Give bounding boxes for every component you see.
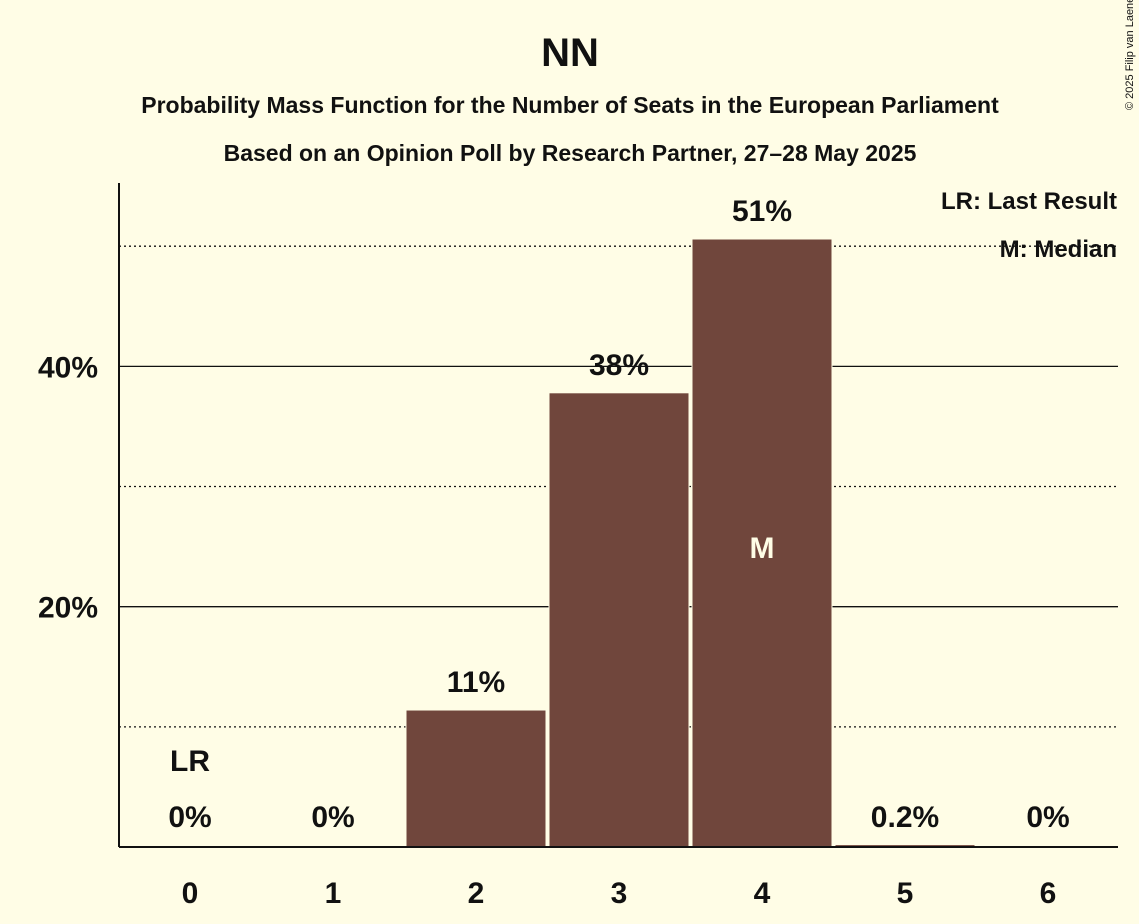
bar-seats-2 [405,709,547,848]
value-label-6: 0% [1026,801,1069,834]
copyright-note: © 2025 Filip van Laenen [1124,0,1136,110]
value-label-5: 0.2% [871,801,939,834]
bar-seats-3 [548,392,690,848]
value-label-1: 0% [311,801,354,834]
chart-subtitle: Probability Mass Function for the Number… [141,92,999,118]
x-tick-label-5: 5 [897,877,914,910]
x-tick-label-3: 3 [611,877,628,910]
x-tick-label-0: 0 [182,877,199,910]
median-marker: M [750,532,775,565]
gridlines: 20% 40% [38,245,1118,728]
value-label-3: 38% [589,349,649,382]
last-result-marker: LR [170,745,210,778]
bar-labels: 0% 0 LR 0% 1 11% 2 38% 3 51% 4 M 0.2% 5 0% 6 [168,195,1069,910]
legend-last-result: LR: Last Result [941,188,1117,215]
x-tick-label-2: 2 [468,877,485,910]
bar-seats-4 [691,238,833,848]
x-tick-label-6: 6 [1040,877,1057,910]
chart-subtitle-poll: Based on an Opinion Poll by Research Par… [224,140,917,166]
value-label-4: 51% [732,195,792,228]
legend-median: M: Median [1000,236,1117,263]
value-label-0: 0% [168,801,211,834]
y-tick-label: 20% [38,592,98,625]
value-label-2: 11% [447,666,505,699]
bars [405,238,976,848]
y-tick-label: 40% [38,351,98,384]
x-tick-label-4: 4 [754,877,771,910]
x-tick-label-1: 1 [325,877,342,910]
chart-title: NN [541,31,599,75]
axes [118,183,1118,848]
